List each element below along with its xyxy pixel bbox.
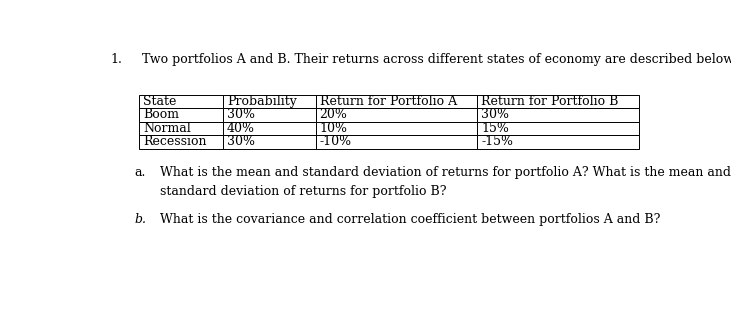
Bar bbox=[223, 108, 316, 122]
Text: 40%: 40% bbox=[227, 122, 255, 135]
Text: State: State bbox=[143, 95, 177, 108]
Text: Return for Portfolio A: Return for Portfolio A bbox=[319, 95, 457, 108]
Text: 30%: 30% bbox=[481, 108, 509, 121]
Text: 1.: 1. bbox=[111, 53, 123, 66]
Text: Probability: Probability bbox=[227, 95, 297, 108]
Bar bbox=[316, 135, 477, 148]
Text: -15%: -15% bbox=[481, 135, 513, 148]
Bar bbox=[316, 122, 477, 135]
Text: b.: b. bbox=[134, 213, 146, 226]
Text: Normal: Normal bbox=[143, 122, 191, 135]
Bar bbox=[140, 135, 223, 148]
Bar bbox=[477, 108, 638, 122]
Bar bbox=[223, 135, 316, 148]
Bar bbox=[140, 122, 223, 135]
Bar bbox=[477, 122, 638, 135]
Text: What is the covariance and correlation coefficient between portfolios A and B?: What is the covariance and correlation c… bbox=[159, 213, 660, 226]
Text: 30%: 30% bbox=[227, 108, 255, 121]
Text: Recession: Recession bbox=[143, 135, 207, 148]
Text: Boom: Boom bbox=[143, 108, 179, 121]
Text: Two portfolios A and B. Their returns across different states of economy are des: Two portfolios A and B. Their returns ac… bbox=[134, 53, 731, 66]
Bar bbox=[316, 108, 477, 122]
Bar bbox=[223, 95, 316, 108]
Text: Return for Portfolio B: Return for Portfolio B bbox=[481, 95, 618, 108]
Text: 15%: 15% bbox=[481, 122, 509, 135]
Text: 30%: 30% bbox=[227, 135, 255, 148]
Text: What is the mean and standard deviation of returns for portfolio A? What is the : What is the mean and standard deviation … bbox=[159, 165, 730, 198]
Bar bbox=[316, 95, 477, 108]
Bar bbox=[223, 122, 316, 135]
Bar bbox=[477, 95, 638, 108]
Bar bbox=[140, 108, 223, 122]
Bar bbox=[140, 95, 223, 108]
Text: 20%: 20% bbox=[319, 108, 347, 121]
Text: a.: a. bbox=[134, 165, 145, 179]
Bar bbox=[477, 135, 638, 148]
Text: 10%: 10% bbox=[319, 122, 348, 135]
Text: -10%: -10% bbox=[319, 135, 352, 148]
